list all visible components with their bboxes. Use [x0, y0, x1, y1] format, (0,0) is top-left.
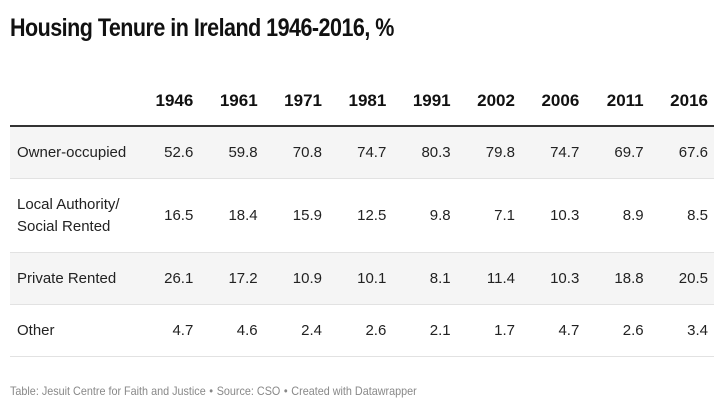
table-footer: Table: Jesuit Centre for Faith and Justi… [10, 384, 417, 398]
table-cell: 11.4 [456, 252, 521, 305]
table-cell: 8.1 [392, 252, 457, 305]
year-column-header[interactable]: 1961 [199, 76, 264, 127]
table-cell: 1.7 [456, 304, 521, 357]
table-title: Housing Tenure in Ireland 1946-2016, % [10, 14, 394, 42]
table-cell: 10.9 [263, 252, 328, 305]
footer-table-label: Table: Jesuit Centre for Faith and Justi… [10, 384, 206, 398]
table-cell: 4.7 [520, 304, 586, 357]
table-cell: 3.4 [649, 304, 714, 357]
table-row: Private Rented 26.1 17.2 10.9 10.1 8.1 1… [10, 252, 714, 305]
table-cell: 10.1 [327, 252, 393, 305]
table-cell: 80.3 [392, 126, 457, 179]
table-cell: 2.6 [585, 304, 650, 357]
table-cell: 52.6 [135, 126, 200, 179]
table-row: Owner-occupied 52.6 59.8 70.8 74.7 80.3 … [10, 126, 714, 179]
table-cell: 4.6 [199, 304, 264, 357]
table-cell: 18.8 [585, 252, 650, 305]
footer-credit: Created with Datawrapper [291, 384, 417, 398]
table-cell: 20.5 [649, 252, 714, 305]
table-cell: 4.7 [135, 304, 200, 357]
table-cell: 2.1 [392, 304, 457, 357]
table-cell: 79.8 [456, 126, 521, 179]
table-cell: 12.5 [327, 178, 393, 253]
year-column-header[interactable]: 1946 [135, 76, 200, 127]
table-cell: 10.3 [520, 178, 586, 253]
year-column-header[interactable]: 1971 [263, 76, 328, 127]
table-cell: 16.5 [135, 178, 200, 253]
table-cell: 69.7 [585, 126, 650, 179]
row-label: Other [10, 304, 135, 357]
table-row: Other 4.7 4.6 2.4 2.6 2.1 1.7 4.7 2.6 3.… [10, 304, 714, 357]
table-cell: 67.6 [649, 126, 714, 179]
table-cell: 17.2 [199, 252, 264, 305]
tenure-table: 1946 1961 1971 1981 1991 2002 2006 2011 … [10, 76, 714, 357]
footer-source: Source: CSO [216, 384, 281, 398]
table-row: Local Authority/ Social Rented 16.5 18.4… [10, 178, 714, 253]
table-cell: 2.4 [263, 304, 328, 357]
year-column-header[interactable]: 2011 [585, 76, 650, 127]
year-column-header[interactable]: 1981 [327, 76, 393, 127]
table-cell: 26.1 [135, 252, 200, 305]
year-column-header[interactable]: 1991 [392, 76, 457, 127]
footer-separator: • [283, 384, 288, 398]
table-cell: 59.8 [199, 126, 264, 179]
table-cell: 74.7 [327, 126, 393, 179]
category-column-header [10, 76, 135, 127]
year-column-header[interactable]: 2016 [649, 76, 714, 127]
table-cell: 74.7 [520, 126, 586, 179]
table-cell: 10.3 [520, 252, 586, 305]
table-cell: 70.8 [263, 126, 328, 179]
year-column-header[interactable]: 2002 [456, 76, 521, 127]
year-column-header[interactable]: 2006 [520, 76, 586, 127]
table-cell: 15.9 [263, 178, 328, 253]
table-cell: 8.5 [649, 178, 714, 253]
table-cell: 18.4 [199, 178, 264, 253]
header-row: 1946 1961 1971 1981 1991 2002 2006 2011 … [10, 76, 714, 127]
table-cell: 7.1 [456, 178, 521, 253]
row-label: Local Authority/ Social Rented [10, 178, 135, 253]
row-label: Private Rented [10, 252, 135, 305]
row-label: Owner-occupied [10, 126, 135, 179]
footer-separator: • [209, 384, 214, 398]
table-cell: 9.8 [392, 178, 457, 253]
table-cell: 8.9 [585, 178, 650, 253]
table-cell: 2.6 [327, 304, 393, 357]
